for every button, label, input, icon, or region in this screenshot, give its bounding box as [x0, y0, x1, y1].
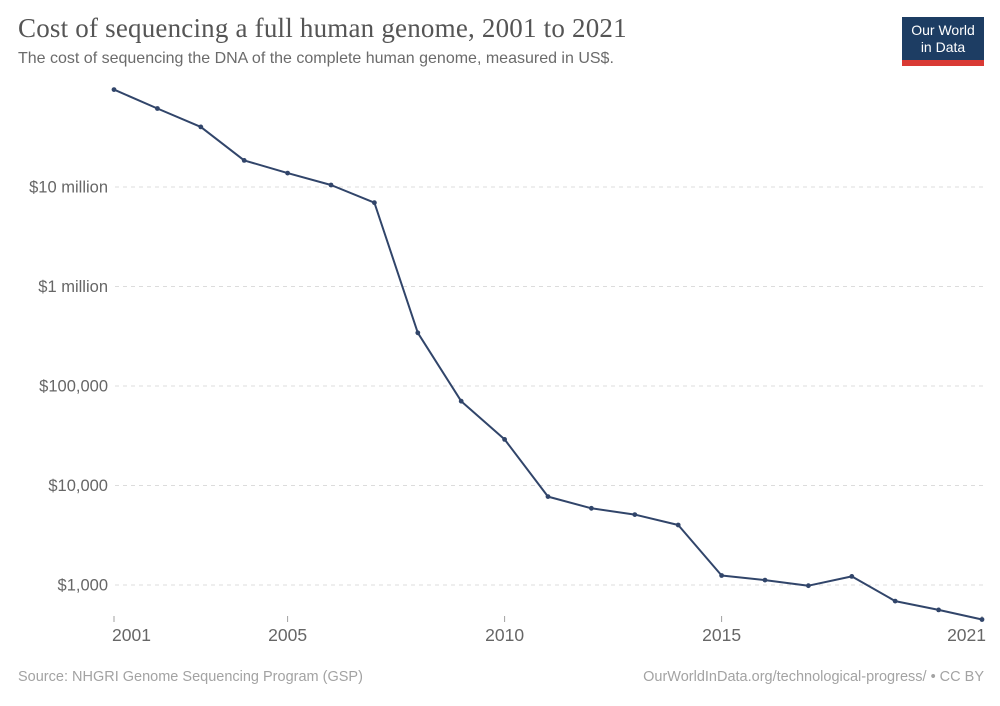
- x-axis-label: 2005: [268, 625, 307, 645]
- chart-footer: Source: NHGRI Genome Sequencing Program …: [18, 669, 984, 685]
- data-point[interactable]: [806, 583, 811, 589]
- y-axis-label: $1 million: [38, 278, 108, 296]
- x-axis-label: 2015: [702, 625, 741, 645]
- data-point[interactable]: [415, 330, 421, 336]
- data-line: [113, 88, 983, 621]
- data-point[interactable]: [502, 437, 507, 442]
- data-point[interactable]: [589, 505, 594, 511]
- data-point[interactable]: [719, 573, 724, 578]
- data-point[interactable]: [458, 398, 464, 404]
- data-point[interactable]: [328, 182, 334, 188]
- data-point[interactable]: [111, 87, 117, 92]
- data-point[interactable]: [285, 170, 290, 176]
- y-axis-label: $100,000: [39, 378, 108, 396]
- data-point[interactable]: [198, 124, 204, 130]
- page-title: Cost of sequencing a full human genome, …: [18, 13, 627, 43]
- y-axis-label: $10 million: [29, 179, 108, 197]
- data-point[interactable]: [762, 577, 768, 583]
- x-axis-label: 2021: [947, 625, 986, 645]
- x-axis-label: 2001: [112, 625, 151, 645]
- data-point[interactable]: [892, 598, 898, 604]
- data-point[interactable]: [372, 200, 377, 206]
- data-point[interactable]: [979, 617, 985, 622]
- source-note: Source: NHGRI Genome Sequencing Program …: [18, 669, 363, 685]
- data-point[interactable]: [849, 574, 855, 579]
- chart-subtitle: The cost of sequencing the DNA of the co…: [18, 50, 614, 68]
- y-axis-label: $1,000: [58, 577, 108, 595]
- chart-titles: Cost of sequencing a full human genome, …: [18, 13, 627, 68]
- owid-logo: Our World in Data: [902, 17, 984, 67]
- chart-header: Cost of sequencing a full human genome, …: [18, 13, 984, 68]
- data-point[interactable]: [241, 158, 247, 163]
- y-axis-label: $10,000: [48, 477, 108, 495]
- owid-logo-line2: in Data: [920, 39, 966, 56]
- data-point[interactable]: [155, 106, 160, 111]
- data-point[interactable]: [675, 522, 681, 528]
- data-point[interactable]: [545, 494, 551, 499]
- data-point[interactable]: [936, 607, 941, 613]
- owid-logo-line1: Our World: [911, 22, 975, 38]
- attribution-link: OurWorldInData.org/technological-progres…: [643, 669, 984, 685]
- x-axis-label: 2010: [485, 625, 524, 645]
- data-point[interactable]: [632, 512, 638, 517]
